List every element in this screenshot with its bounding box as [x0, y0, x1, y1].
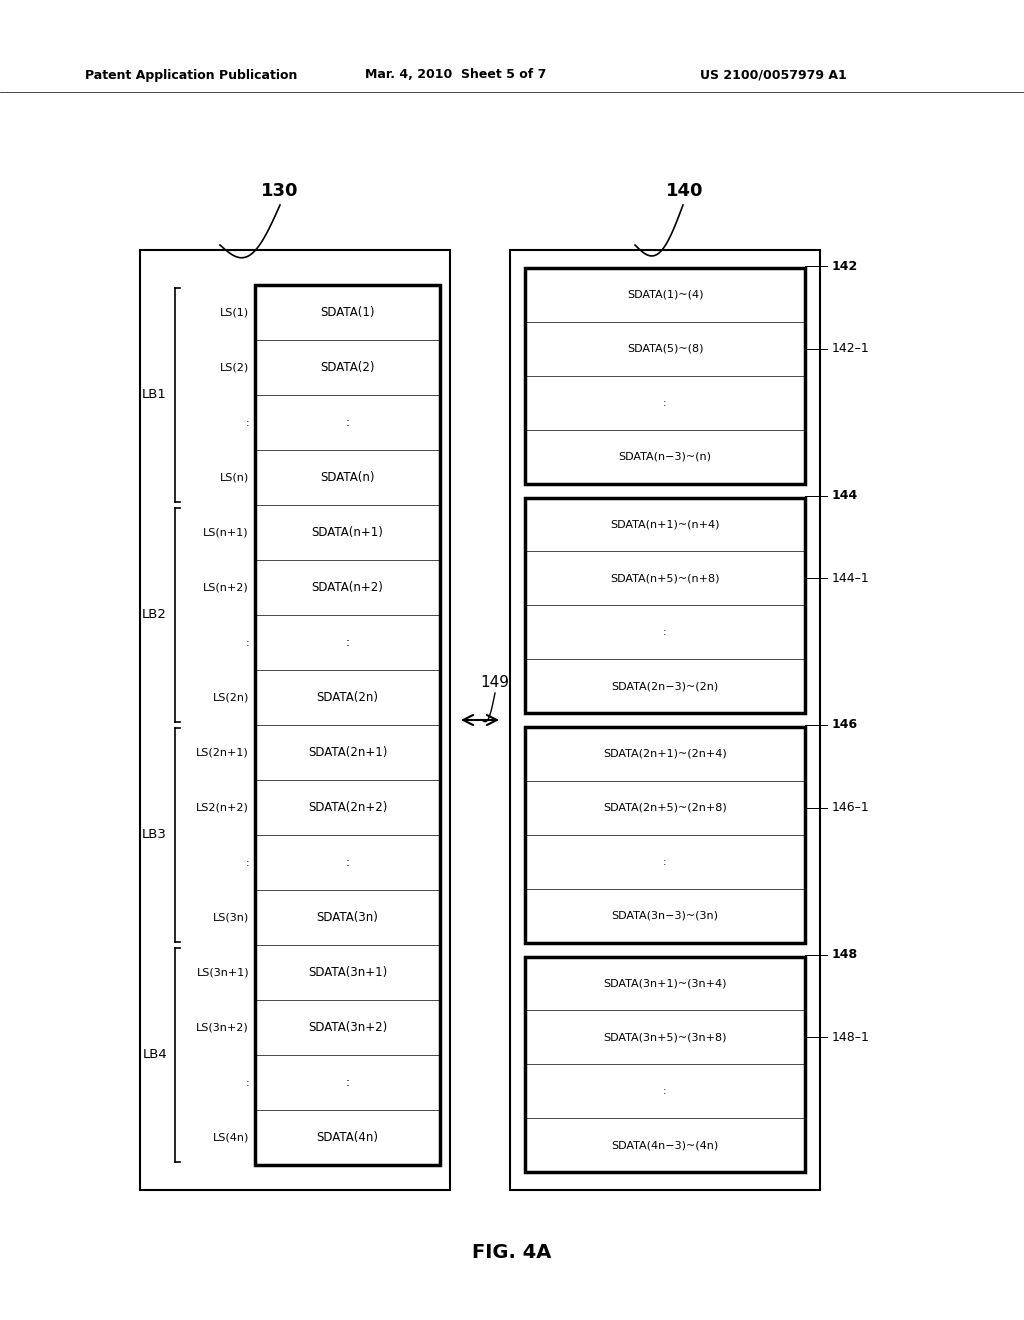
Text: SDATA(2n−3)~(2n): SDATA(2n−3)~(2n) — [611, 681, 719, 692]
Text: :: : — [664, 857, 667, 867]
Text: LS(3n+2): LS(3n+2) — [197, 1023, 249, 1032]
Text: LB3: LB3 — [142, 829, 167, 842]
Text: SDATA(4n): SDATA(4n) — [316, 1131, 379, 1144]
Text: SDATA(n+2): SDATA(n+2) — [311, 581, 383, 594]
Text: LS(3n): LS(3n) — [213, 912, 249, 923]
Text: SDATA(3n): SDATA(3n) — [316, 911, 379, 924]
Text: LS(n+1): LS(n+1) — [204, 528, 249, 537]
Text: 149: 149 — [480, 675, 510, 690]
Bar — [525, 957, 805, 1172]
Text: SDATA(3n+1)~(3n+4): SDATA(3n+1)~(3n+4) — [603, 978, 727, 989]
Text: SDATA(3n+1): SDATA(3n+1) — [308, 966, 387, 979]
Text: LB4: LB4 — [142, 1048, 167, 1061]
Text: FIG. 4A: FIG. 4A — [472, 1242, 552, 1262]
Text: SDATA(n): SDATA(n) — [321, 471, 375, 484]
Text: LS(n): LS(n) — [220, 473, 249, 483]
Text: Mar. 4, 2010  Sheet 5 of 7: Mar. 4, 2010 Sheet 5 of 7 — [365, 69, 547, 82]
Text: SDATA(1): SDATA(1) — [321, 306, 375, 319]
Text: :: : — [664, 1086, 667, 1096]
Text: LB1: LB1 — [142, 388, 167, 401]
Text: SDATA(n+1): SDATA(n+1) — [311, 525, 383, 539]
Text: :: : — [246, 638, 249, 648]
Text: 146–1: 146–1 — [831, 801, 869, 814]
Text: LS2(n+2): LS2(n+2) — [197, 803, 249, 813]
Text: 144–1: 144–1 — [831, 572, 869, 585]
Text: SDATA(1)~(4): SDATA(1)~(4) — [627, 290, 703, 300]
Text: :: : — [246, 417, 249, 428]
Text: LB2: LB2 — [142, 609, 167, 622]
Text: Patent Application Publication: Patent Application Publication — [85, 69, 297, 82]
Text: US 2100/0057979 A1: US 2100/0057979 A1 — [700, 69, 847, 82]
Text: 148: 148 — [831, 948, 858, 961]
Text: LS(2): LS(2) — [220, 363, 249, 372]
Text: LS(1): LS(1) — [220, 308, 249, 318]
Text: :: : — [246, 1077, 249, 1088]
Text: SDATA(n−3)~(n): SDATA(n−3)~(n) — [618, 451, 712, 462]
Text: 146: 146 — [831, 718, 858, 731]
Text: LS(n+2): LS(n+2) — [203, 582, 249, 593]
Text: :: : — [664, 397, 667, 408]
Bar — [525, 498, 805, 713]
Text: 142: 142 — [831, 260, 858, 272]
Text: LS(4n): LS(4n) — [213, 1133, 249, 1143]
Text: :: : — [345, 636, 349, 649]
Text: SDATA(2n): SDATA(2n) — [316, 690, 379, 704]
Text: SDATA(4n−3)~(4n): SDATA(4n−3)~(4n) — [611, 1140, 719, 1150]
Text: SDATA(2): SDATA(2) — [321, 360, 375, 374]
Text: 144: 144 — [831, 488, 858, 502]
Text: 140: 140 — [667, 182, 703, 201]
Bar — [525, 727, 805, 942]
Text: 142–1: 142–1 — [831, 342, 869, 355]
Text: :: : — [345, 855, 349, 869]
Text: :: : — [246, 858, 249, 867]
Text: 148–1: 148–1 — [831, 1031, 869, 1044]
Text: SDATA(2n+2): SDATA(2n+2) — [308, 801, 387, 814]
Text: 130: 130 — [261, 182, 299, 201]
Text: :: : — [664, 627, 667, 638]
Text: SDATA(2n+1)~(2n+4): SDATA(2n+1)~(2n+4) — [603, 748, 727, 759]
Text: :: : — [345, 1076, 349, 1089]
Bar — [510, 249, 820, 1191]
Text: SDATA(5)~(8): SDATA(5)~(8) — [627, 343, 703, 354]
Bar — [525, 268, 805, 483]
Text: LS(2n+1): LS(2n+1) — [197, 747, 249, 758]
Text: SDATA(3n−3)~(3n): SDATA(3n−3)~(3n) — [611, 911, 719, 920]
Text: SDATA(2n+5)~(2n+8): SDATA(2n+5)~(2n+8) — [603, 803, 727, 813]
Text: SDATA(2n+1): SDATA(2n+1) — [308, 746, 387, 759]
Text: SDATA(3n+2): SDATA(3n+2) — [308, 1020, 387, 1034]
Text: :: : — [345, 416, 349, 429]
Text: SDATA(n+1)~(n+4): SDATA(n+1)~(n+4) — [610, 520, 720, 529]
Text: SDATA(3n+5)~(3n+8): SDATA(3n+5)~(3n+8) — [603, 1032, 727, 1043]
Bar — [140, 249, 450, 1191]
Text: LS(3n+1): LS(3n+1) — [197, 968, 249, 978]
Text: LS(2n): LS(2n) — [213, 693, 249, 702]
Bar — [255, 285, 440, 1166]
Text: SDATA(n+5)~(n+8): SDATA(n+5)~(n+8) — [610, 573, 720, 583]
